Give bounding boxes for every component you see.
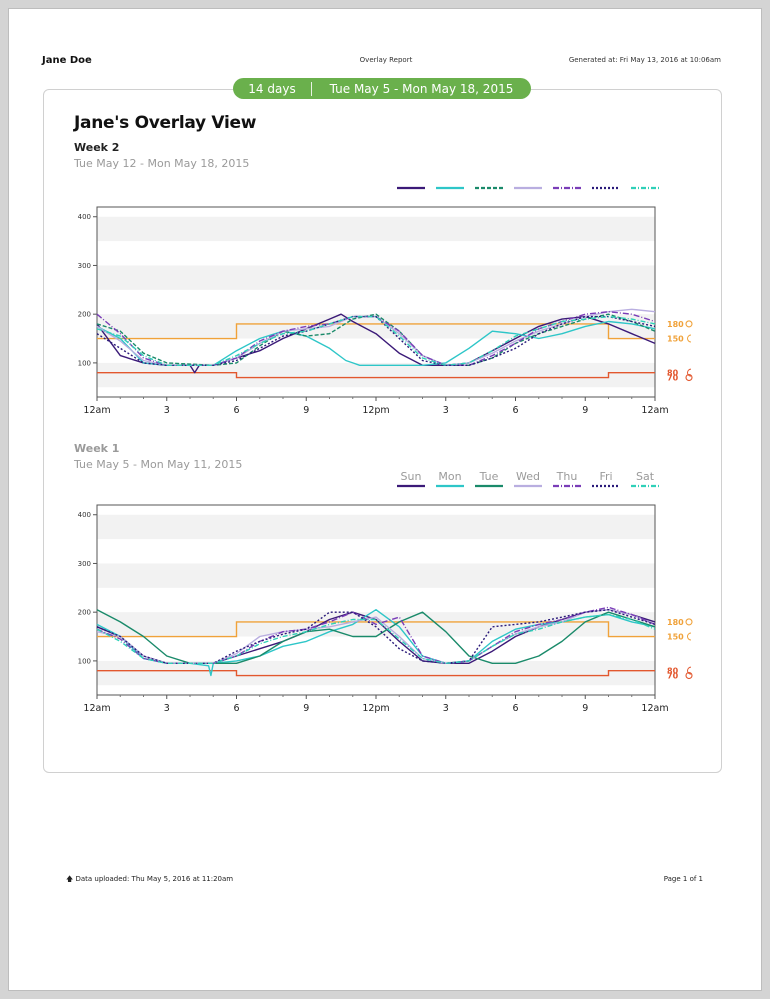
y-tick-label: 200	[78, 311, 91, 319]
page-title: Jane's Overlay View	[74, 113, 257, 133]
legend-label-thu: Thu	[556, 470, 578, 483]
x-tick-label: 6	[512, 405, 518, 416]
upload-info: 🡅 Data uploaded: Thu May 5, 2016 at 11:2…	[66, 875, 233, 886]
days-count: 14 days	[248, 81, 296, 96]
date-range: Tue May 5 - Mon May 18, 2015	[329, 81, 514, 96]
sun-icon	[685, 671, 693, 680]
target-label: 180	[667, 618, 684, 627]
moon-icon	[687, 666, 692, 675]
sun-icon	[685, 373, 693, 382]
legend-label-mon: Mon	[438, 470, 461, 483]
target-label: 150	[667, 335, 684, 344]
x-tick-label: 9	[582, 405, 588, 416]
x-tick-label: 6	[512, 703, 518, 714]
target-label: 70	[667, 374, 679, 383]
target-label: 150	[667, 633, 684, 642]
date-range-pill: 14 days Tue May 5 - Mon May 18, 2015	[233, 78, 531, 99]
grid-band	[97, 660, 655, 686]
upload-arrow-icon: 🡅	[66, 875, 74, 883]
series-line-sat	[96, 315, 656, 366]
grid-band	[97, 265, 655, 290]
x-tick-label: 9	[582, 703, 588, 714]
y-tick-label: 300	[78, 560, 91, 568]
x-tick-label: 9	[303, 405, 309, 416]
grid-band	[97, 362, 655, 388]
x-tick-label: 3	[164, 703, 170, 714]
target-label: 180	[667, 320, 684, 329]
week-2-range: Tue May 12 - Mon May 18, 2015	[74, 157, 250, 170]
target-high-line	[97, 621, 655, 638]
x-tick-label: 3	[443, 703, 449, 714]
sun-icon	[685, 618, 693, 626]
overlay-card	[43, 89, 722, 773]
target-low-line	[97, 371, 655, 379]
target-high-line	[97, 323, 655, 340]
week-2-label: Week 2	[74, 141, 120, 154]
x-tick-label: 3	[164, 405, 170, 416]
legend-label-sun: Sun	[401, 470, 422, 483]
y-tick-label: 100	[78, 359, 91, 367]
x-tick-label: 12am	[641, 405, 668, 416]
legend-label-tue: Tue	[479, 470, 499, 483]
legend-label-wed: Wed	[516, 470, 540, 483]
series-line-thu	[96, 311, 656, 366]
upload-text: Data uploaded: Thu May 5, 2016 at 11:20a…	[75, 875, 234, 883]
moon-icon	[687, 334, 692, 343]
pill-divider	[311, 81, 312, 96]
week-1-range: Tue May 5 - Mon May 11, 2015	[74, 458, 243, 471]
series-line-sat	[96, 613, 656, 664]
series-line-fri	[96, 315, 656, 366]
target-low-line	[97, 669, 655, 677]
x-tick-label: 12am	[83, 703, 110, 714]
x-tick-label: 6	[233, 703, 239, 714]
week-1-chart: Sun Mon Tue Wed Thu Fri Sat 100 200 300 400 12am 3 6 9…	[78, 470, 693, 714]
patient-name: Jane Doe	[42, 55, 92, 66]
x-tick-label: 12am	[641, 703, 668, 714]
target-label: 70	[667, 672, 679, 681]
moon-icon	[687, 632, 692, 641]
y-tick-label: 300	[78, 262, 91, 270]
report-type: Overlay Report	[359, 56, 413, 64]
target-label: 80	[667, 667, 679, 676]
y-tick-label: 200	[78, 609, 91, 617]
x-tick-label: 3	[443, 405, 449, 416]
legend-label-fri: Fri	[599, 470, 612, 483]
legend: Sun Mon Tue Wed Thu Fri Sat	[397, 470, 659, 488]
legend-label-sat: Sat	[636, 470, 655, 483]
y-tick-label: 400	[78, 511, 91, 519]
generated-timestamp: Generated at: Fri May 13, 2016 at 10:06a…	[568, 56, 721, 64]
grid-band	[97, 514, 655, 540]
x-tick-label: 12pm	[362, 703, 389, 714]
x-tick-label: 9	[303, 703, 309, 714]
y-tick-label: 100	[78, 657, 91, 665]
target-label: 80	[667, 369, 679, 378]
sun-icon	[685, 320, 693, 328]
page-number: Page 1 of 1	[663, 875, 703, 883]
y-tick-label: 400	[78, 213, 91, 221]
week-1-label: Week 1	[74, 442, 120, 455]
x-tick-label: 12pm	[362, 405, 389, 416]
grid-band	[97, 216, 655, 242]
series-line-mon	[96, 320, 656, 366]
x-tick-label: 6	[233, 405, 239, 416]
series-line-fri	[96, 609, 656, 664]
grid-band	[97, 563, 655, 588]
series-line-mon	[96, 609, 656, 677]
x-tick-label: 12am	[83, 405, 110, 416]
moon-icon	[687, 368, 692, 377]
report-page: Jane Doe Overlay Report Generated at: Fr…	[8, 8, 762, 991]
